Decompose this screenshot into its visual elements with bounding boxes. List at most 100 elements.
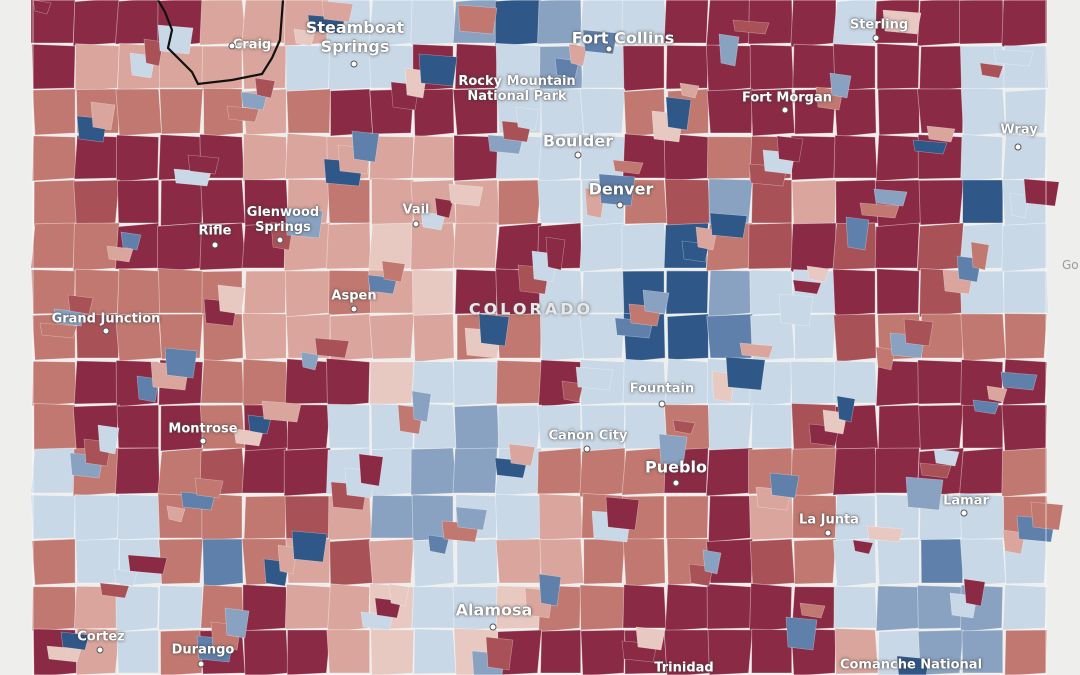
district-polygon[interactable] xyxy=(575,366,614,391)
district-polygon[interactable] xyxy=(959,538,1007,587)
district-polygon[interactable] xyxy=(114,447,161,495)
district-polygon[interactable] xyxy=(665,44,709,90)
district-polygon[interactable] xyxy=(665,495,709,540)
district-polygon[interactable] xyxy=(859,202,900,219)
district-polygon[interactable] xyxy=(411,135,456,179)
district-polygon[interactable] xyxy=(314,337,350,359)
district-polygon[interactable] xyxy=(30,222,76,269)
district-polygon[interactable] xyxy=(116,629,160,674)
district-polygon[interactable] xyxy=(117,179,160,224)
district-polygon[interactable] xyxy=(833,585,878,629)
district-polygon[interactable] xyxy=(242,312,287,361)
district-polygon[interactable] xyxy=(961,629,1004,674)
district-polygon[interactable] xyxy=(60,631,90,651)
district-polygon[interactable] xyxy=(916,88,964,134)
district-polygon[interactable] xyxy=(749,582,793,633)
district-polygon[interactable] xyxy=(418,53,458,87)
district-polygon[interactable] xyxy=(792,279,822,295)
district-polygon[interactable] xyxy=(658,433,688,467)
district-polygon[interactable] xyxy=(829,72,852,99)
district-polygon[interactable] xyxy=(666,313,709,361)
district-polygon[interactable] xyxy=(622,584,667,629)
district-polygon[interactable] xyxy=(203,87,244,138)
district-polygon[interactable] xyxy=(261,400,302,423)
district-polygon[interactable] xyxy=(598,173,636,207)
district-polygon[interactable] xyxy=(452,447,498,494)
district-polygon[interactable] xyxy=(478,313,510,347)
district-polygon[interactable] xyxy=(739,342,774,359)
district-polygon[interactable] xyxy=(247,414,272,435)
district-polygon[interactable] xyxy=(663,0,709,44)
district-polygon[interactable] xyxy=(1002,584,1048,631)
district-polygon[interactable] xyxy=(243,629,289,675)
district-polygon[interactable] xyxy=(243,495,287,540)
district-polygon[interactable] xyxy=(293,28,316,47)
district-polygon[interactable] xyxy=(226,105,260,123)
district-polygon[interactable] xyxy=(790,447,837,498)
district-polygon[interactable] xyxy=(695,226,718,251)
district-polygon[interactable] xyxy=(749,44,795,91)
district-polygon[interactable] xyxy=(545,236,566,271)
district-polygon[interactable] xyxy=(916,0,964,47)
district-polygon[interactable] xyxy=(1002,133,1048,181)
district-polygon[interactable] xyxy=(452,88,498,136)
district-polygon[interactable] xyxy=(852,539,874,555)
district-polygon[interactable] xyxy=(412,313,455,363)
district-polygon[interactable] xyxy=(515,106,540,131)
district-polygon[interactable] xyxy=(284,207,324,239)
district-polygon[interactable] xyxy=(497,404,542,451)
district-polygon[interactable] xyxy=(707,269,753,318)
district-polygon[interactable] xyxy=(707,629,753,675)
district-polygon[interactable] xyxy=(962,179,1004,224)
district-polygon[interactable] xyxy=(832,447,880,496)
district-polygon[interactable] xyxy=(284,495,331,543)
district-polygon[interactable] xyxy=(751,403,793,449)
district-polygon[interactable] xyxy=(1001,404,1048,452)
district-polygon[interactable] xyxy=(972,399,1000,415)
district-polygon[interactable] xyxy=(918,45,965,93)
district-polygon[interactable] xyxy=(201,45,243,92)
district-polygon[interactable] xyxy=(497,179,542,226)
district-polygon[interactable] xyxy=(158,267,205,314)
district-polygon[interactable] xyxy=(454,43,498,90)
district-polygon[interactable] xyxy=(369,361,415,406)
district-polygon[interactable] xyxy=(73,134,120,180)
district-polygon[interactable] xyxy=(457,4,498,35)
district-polygon[interactable] xyxy=(1000,371,1038,391)
district-polygon[interactable] xyxy=(918,404,965,451)
district-polygon[interactable] xyxy=(326,629,371,674)
district-polygon[interactable] xyxy=(959,0,1005,45)
district-polygon[interactable] xyxy=(300,351,320,371)
district-polygon[interactable] xyxy=(706,583,753,630)
district-polygon[interactable] xyxy=(979,62,1004,79)
district-polygon[interactable] xyxy=(835,179,879,225)
district-polygon[interactable] xyxy=(32,0,52,15)
district-polygon[interactable] xyxy=(30,269,76,315)
district-polygon[interactable] xyxy=(706,88,753,134)
district-polygon[interactable] xyxy=(321,0,354,23)
district-polygon[interactable] xyxy=(664,178,711,228)
district-polygon[interactable] xyxy=(410,0,458,46)
district-polygon[interactable] xyxy=(579,313,626,360)
district-polygon[interactable] xyxy=(351,130,380,163)
district-polygon[interactable] xyxy=(388,583,410,607)
district-polygon[interactable] xyxy=(959,447,1005,495)
district-polygon[interactable] xyxy=(73,179,120,226)
district-polygon[interactable] xyxy=(539,313,585,362)
district-polygon[interactable] xyxy=(117,268,162,316)
district-polygon[interactable] xyxy=(832,268,876,317)
district-polygon[interactable] xyxy=(412,269,454,317)
district-polygon[interactable] xyxy=(833,134,878,179)
district-polygon[interactable] xyxy=(31,538,76,586)
district-polygon[interactable] xyxy=(456,538,498,586)
district-polygon[interactable] xyxy=(116,404,160,449)
district-polygon[interactable] xyxy=(790,222,837,273)
district-polygon[interactable] xyxy=(73,360,120,405)
district-polygon[interactable] xyxy=(242,584,288,632)
district-polygon[interactable] xyxy=(986,385,1008,403)
district-polygon[interactable] xyxy=(413,628,457,675)
district-polygon[interactable] xyxy=(665,270,709,315)
district-polygon[interactable] xyxy=(283,447,331,497)
district-polygon[interactable] xyxy=(291,530,328,563)
